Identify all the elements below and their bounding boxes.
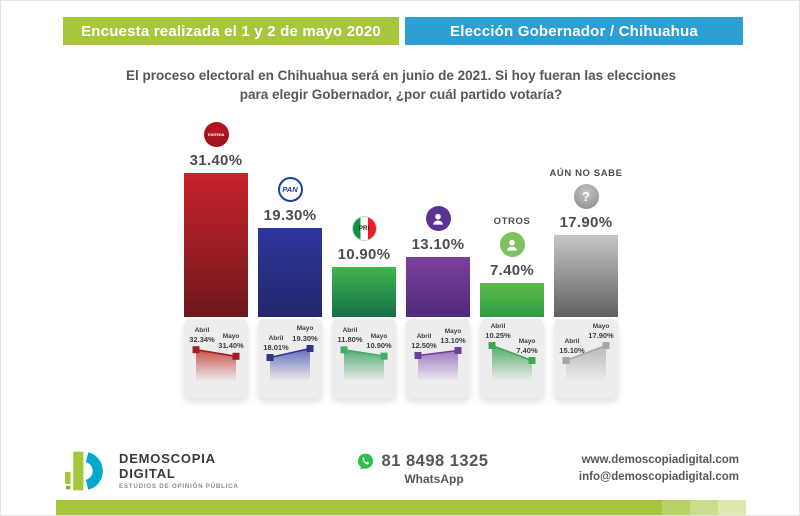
abril-point-label: Abril 15.10% bbox=[559, 337, 585, 355]
morena-logo-text: morena bbox=[207, 132, 225, 137]
chart-column-candidate: 13.10% Abril 12.50% Mayo 13.10% bbox=[406, 111, 470, 398]
trend-card-pan: Abril 18.01% Mayo 19.30% bbox=[258, 319, 322, 398]
bar-pan bbox=[258, 228, 322, 317]
mayo-point-label: Mayo 17.90% bbox=[588, 322, 614, 340]
whatsapp-contact: 81 8498 1325 WhatsApp bbox=[347, 452, 497, 486]
person-silhouette-icon bbox=[507, 239, 517, 251]
accent-segment bbox=[690, 500, 718, 515]
whatsapp-label: WhatsApp bbox=[404, 472, 464, 486]
mayo-point-label: Mayo 7.40% bbox=[516, 337, 538, 355]
bar-candidate bbox=[406, 257, 470, 317]
accent-segment bbox=[718, 500, 746, 515]
whatsapp-icon bbox=[357, 453, 373, 470]
abril-point-label: Abril 10.25% bbox=[485, 322, 511, 340]
whatsapp-phone-number: 81 8498 1325 bbox=[381, 452, 489, 470]
mayo-point-label: Mayo 10.90% bbox=[366, 333, 392, 351]
trend-card-morena: Abril 32.34% Mayo 31.40% bbox=[184, 319, 248, 398]
question-mark-text: ? bbox=[582, 189, 590, 204]
pri-logo-icon: PRI bbox=[351, 216, 377, 241]
pan-logo-icon: PAN bbox=[277, 177, 303, 202]
poll-bar-chart: morena 31.40% Abril 32.34% Mayo 31.40% P… bbox=[184, 111, 622, 398]
trend-line-chart bbox=[192, 346, 240, 385]
chart-column-otros: OTROS 7.40% Abril 10.25% Mayo 7.40% bbox=[480, 111, 544, 398]
logo-name-line1: DEMOSCOPIA bbox=[119, 451, 216, 467]
morena-logo-icon: morena bbox=[203, 122, 229, 147]
percentage-label: 17.90% bbox=[559, 214, 613, 231]
abril-point-label: Abril 12.50% bbox=[411, 332, 437, 350]
trend-card-pri: Abril 11.80% Mayo 10.90% bbox=[332, 319, 396, 398]
bar-pri bbox=[332, 267, 396, 317]
trend-line-chart bbox=[488, 342, 536, 385]
percentage-label: 10.90% bbox=[337, 246, 391, 263]
logo-name-line2: DIGITAL bbox=[119, 465, 176, 481]
bottom-accent-bar bbox=[56, 500, 746, 515]
header-survey-date: Encuesta realizada el 1 y 2 de mayo 2020 bbox=[63, 17, 399, 45]
abril-point-label: Abril 32.34% bbox=[189, 326, 215, 344]
demoscopia-logo-mark-icon bbox=[65, 451, 103, 491]
percentage-label: 13.10% bbox=[411, 236, 465, 253]
question-mark-icon: ? bbox=[573, 184, 599, 209]
percentage-label: 19.30% bbox=[263, 207, 317, 224]
demoscopia-logo: DEMOSCOPIA DIGITAL ESTUDIOS DE OPINIÓN P… bbox=[65, 448, 239, 494]
question-title: El proceso electoral en Chihuahua será e… bbox=[126, 68, 676, 102]
chart-column-pri: PRI 10.90% Abril 11.80% Mayo 10.90% bbox=[332, 111, 396, 398]
trend-card-no-sabe: Abril 15.10% Mayo 17.90% bbox=[554, 319, 618, 398]
person-icon bbox=[499, 232, 525, 257]
mayo-point-label: Mayo 31.40% bbox=[218, 333, 244, 351]
mayo-point-label: Mayo 13.10% bbox=[440, 327, 466, 345]
header-election-title: Elección Gobernador / Chihuahua bbox=[405, 17, 743, 45]
mayo-point-label: Mayo 19.30% bbox=[292, 325, 318, 343]
contact-links: www.demoscopiadigital.com info@demoscopi… bbox=[579, 452, 739, 486]
pri-logo-text: PRI bbox=[358, 225, 370, 232]
percentage-label: 7.40% bbox=[489, 262, 535, 279]
abril-point-label: Abril 11.80% bbox=[337, 326, 363, 344]
accent-segment bbox=[56, 500, 662, 515]
person-icon bbox=[425, 206, 451, 231]
category-heading: AÚN NO SABE bbox=[549, 168, 623, 179]
chart-column-morena: morena 31.40% Abril 32.34% Mayo 31.40% bbox=[184, 111, 248, 398]
bar-morena bbox=[184, 173, 248, 317]
trend-line-chart bbox=[266, 344, 314, 385]
accent-segment bbox=[662, 500, 690, 515]
logo-tagline: ESTUDIOS DE OPINIÓN PÚBLICA bbox=[119, 482, 239, 490]
category-heading: OTROS bbox=[493, 216, 531, 227]
trend-line-chart bbox=[340, 346, 388, 385]
trend-line-chart bbox=[414, 347, 462, 385]
trend-card-otros: Abril 10.25% Mayo 7.40% bbox=[480, 319, 544, 398]
bar-otros bbox=[480, 283, 544, 317]
percentage-label: 31.40% bbox=[189, 152, 243, 169]
pan-logo-text: PAN bbox=[282, 185, 298, 194]
bar-no-sabe bbox=[554, 235, 618, 317]
trend-card-candidate: Abril 12.50% Mayo 13.10% bbox=[406, 319, 470, 398]
email-link[interactable]: info@demoscopiadigital.com bbox=[578, 471, 739, 483]
website-link[interactable]: www.demoscopiadigital.com bbox=[581, 454, 739, 466]
chart-column-no-sabe: AÚN NO SABE ? 17.90% Abril 15.10% Mayo 1… bbox=[549, 111, 622, 398]
chart-column-pan: PAN 19.30% Abril 18.01% Mayo 19.30% bbox=[258, 111, 322, 398]
trend-line-chart bbox=[562, 342, 610, 385]
person-silhouette-icon bbox=[433, 213, 443, 225]
abril-point-label: Abril 18.01% bbox=[263, 334, 289, 352]
demoscopia-logo-text: DEMOSCOPIA DIGITAL ESTUDIOS DE OPINIÓN P… bbox=[119, 451, 239, 490]
